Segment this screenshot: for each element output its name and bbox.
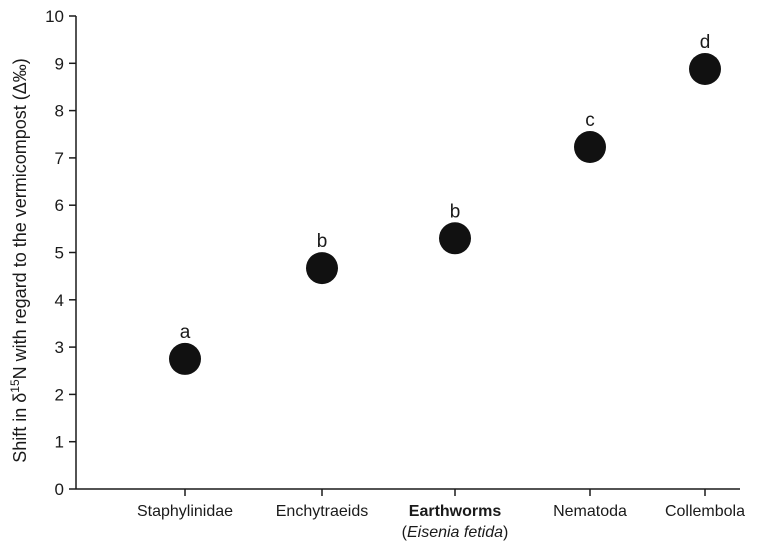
x-tick-label: Earthworms <box>409 503 502 520</box>
x-tick-sublabel: (Eisenia fetida) <box>402 524 509 541</box>
data-point <box>439 222 471 255</box>
y-tick-label: 6 <box>55 196 64 215</box>
data-point <box>689 52 721 85</box>
significance-letter: d <box>700 32 711 53</box>
y-tick-label: 2 <box>55 385 64 404</box>
y-tick-label: 7 <box>55 149 64 168</box>
y-tick-label: 5 <box>55 244 64 263</box>
y-axis-label-prefix: Shift in δ <box>10 393 30 463</box>
x-ticks: Staphylinidae Enchytraeids Earthworms (Eise… <box>137 489 745 541</box>
data-points: a b b c d <box>169 32 721 375</box>
x-tick-label: Enchytraeids <box>276 503 369 520</box>
significance-letter: a <box>180 322 191 343</box>
y-tick-label: 0 <box>55 480 64 499</box>
x-axis: Staphylinidae Enchytraeids Earthworms (Eise… <box>76 488 745 541</box>
y-tick-label: 9 <box>55 54 64 73</box>
y-axis-label-superscript: 15 <box>8 379 22 393</box>
data-point <box>574 131 606 164</box>
significance-letter: b <box>317 231 328 252</box>
significance-letter: c <box>585 110 595 131</box>
x-tick-label: Nematoda <box>553 503 627 520</box>
y-axis-label: Shift in δ15N with regard to the vermico… <box>8 58 30 463</box>
significance-letter: b <box>450 201 461 222</box>
y-tick-label: 4 <box>55 291 64 310</box>
y-axis: 0 1 2 3 4 5 6 7 8 9 10 <box>45 7 77 499</box>
y-tick-label: 10 <box>45 7 64 26</box>
x-tick-label: Staphylinidae <box>137 503 233 520</box>
y-tick-label: 3 <box>55 338 64 357</box>
y-axis-label-suffix: N with regard to the vermicompost (Δ‰) <box>10 58 30 379</box>
y-ticks: 0 1 2 3 4 5 6 7 8 9 10 <box>45 7 76 499</box>
data-point <box>169 342 201 375</box>
x-tick-label: Collembola <box>665 503 745 520</box>
data-point <box>306 252 338 285</box>
y-tick-label: 1 <box>55 433 64 452</box>
y-tick-label: 8 <box>55 102 64 121</box>
